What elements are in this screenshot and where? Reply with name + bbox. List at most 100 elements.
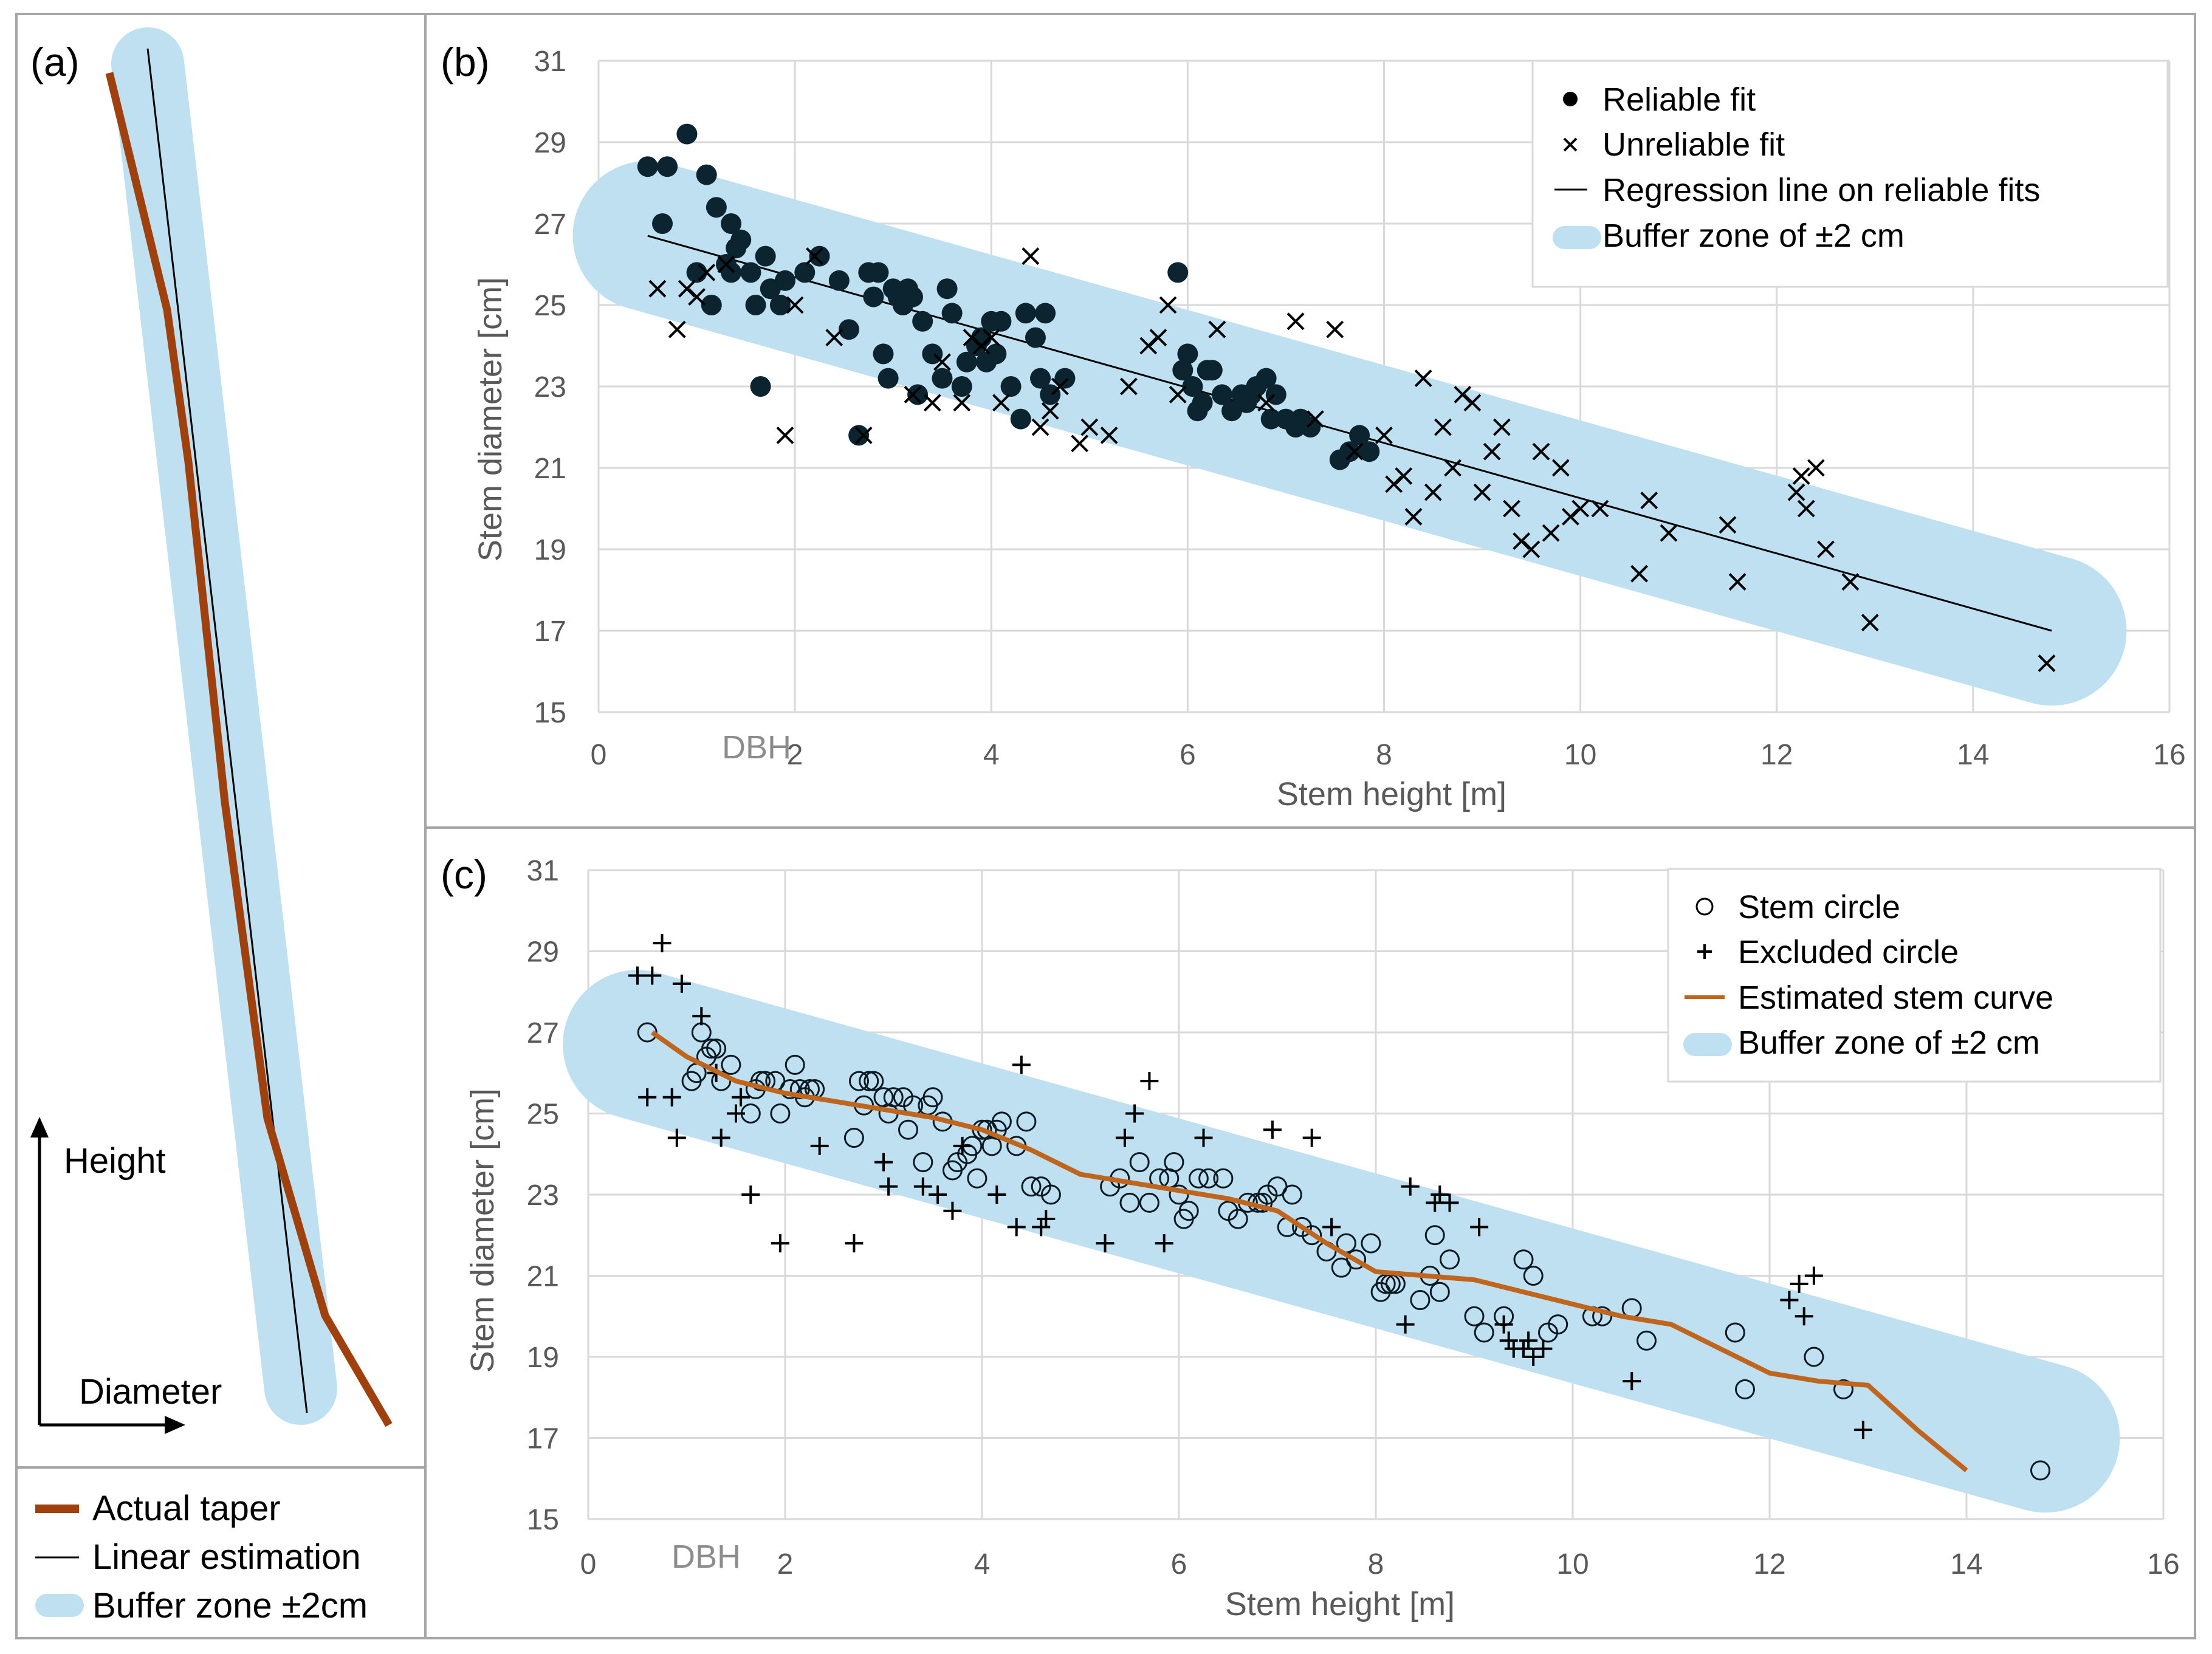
- legend-buffer-zone-label: Buffer zone ±2cm: [92, 1586, 368, 1625]
- unreliable-fit-point: [1404, 507, 1423, 526]
- excluded-circle-point: [913, 1177, 932, 1196]
- stem-circle-point: [706, 1038, 727, 1059]
- excluded-circle-point: [1440, 1193, 1459, 1212]
- reliable-fit-point: [652, 213, 673, 234]
- reliable-fit-point: [721, 213, 742, 234]
- unreliable-fit-point: [1080, 418, 1099, 436]
- legend-linear-estimation-label: Linear estimation: [92, 1537, 361, 1577]
- panel-c-legend-box: [1667, 868, 2162, 1083]
- x-tick-label: 8: [1376, 739, 1392, 771]
- unreliable-fit-point: [1571, 499, 1590, 518]
- reliable-fit-point: [956, 351, 977, 372]
- panel-b-legend: Reliable fit Unreliable fit Regression l…: [1531, 60, 2169, 288]
- unreliable-fit-point: [1483, 442, 1501, 461]
- unreliable-fit-point: [854, 426, 873, 444]
- panel-b-tick-labels: 15 17 19 21 23 25 27 29 31 0 2 4 6 8 10 12 14 16: [534, 46, 2186, 771]
- unreliable-fit-point: [786, 296, 804, 314]
- reliable-fit-point: [1201, 360, 1223, 381]
- stem-circle-point: [1119, 1192, 1140, 1213]
- stem-circle-point: [898, 1119, 918, 1140]
- y-tick-label: 31: [527, 855, 559, 887]
- unreliable-fit-point: [1444, 459, 1462, 477]
- panel-c-x-axis-label: Stem height [m]: [1225, 1586, 1455, 1622]
- stem-circle-point: [849, 1071, 869, 1091]
- stem-circle-point: [883, 1087, 904, 1108]
- reliable-fit-point: [1015, 303, 1036, 324]
- unreliable-fit-point: [776, 426, 794, 444]
- unreliable-fit-point: [1071, 434, 1089, 453]
- excluded-circle-point: [1494, 1315, 1513, 1334]
- reliable-fit-point: [991, 311, 1012, 332]
- x-tick-label: 16: [2153, 739, 2185, 771]
- legend-excluded-circle-marker: [1697, 944, 1712, 959]
- stem-circle-point: [913, 1152, 933, 1173]
- unreliable-fit-point: [1051, 377, 1069, 396]
- panel-b-legend-box: [1531, 60, 2169, 288]
- unreliable-fit-point: [1532, 442, 1550, 461]
- stem-circle-point: [785, 1054, 805, 1075]
- legend-unreliable-fit-marker: [1563, 137, 1578, 152]
- x-tick-label: 4: [983, 739, 1000, 771]
- excluded-circle-point: [732, 1088, 750, 1107]
- unreliable-fit-point: [1326, 320, 1344, 338]
- excluded-circle-point: [1302, 1128, 1321, 1147]
- unreliable-fit-point: [1434, 418, 1452, 436]
- unreliable-fit-point: [2038, 654, 2056, 673]
- legend-reliable-fit-label: Reliable fit: [1602, 81, 1756, 118]
- reliable-fit-point: [1339, 441, 1360, 462]
- panel-c-estimated-stem-curve: [650, 1030, 1968, 1472]
- excluded-circle-point: [1790, 1274, 1808, 1293]
- stem-circle-point: [1346, 1249, 1367, 1270]
- reliable-fit-point: [1167, 262, 1189, 283]
- x-tick-label: 0: [591, 739, 607, 771]
- stem-circle-point: [1228, 1209, 1248, 1229]
- reliable-fit-point: [637, 156, 658, 177]
- legend-unreliable-fit-label: Unreliable fit: [1602, 126, 1785, 163]
- reliable-fit-point: [1030, 368, 1051, 389]
- y-tick-label: 21: [534, 453, 566, 485]
- excluded-circle-point: [810, 1136, 829, 1155]
- unreliable-fit-point: [1395, 467, 1413, 485]
- y-tick-label: 15: [527, 1504, 559, 1536]
- excluded-circle-point: [771, 1234, 789, 1253]
- excluded-circle-point: [692, 1007, 711, 1026]
- unreliable-fit-point: [982, 329, 1000, 347]
- stem-circle-point: [864, 1071, 884, 1091]
- stem-circle-point: [1361, 1233, 1381, 1254]
- x-tick-label: 2: [777, 1548, 794, 1580]
- unreliable-fit-point: [1542, 524, 1560, 542]
- panel-a-label: (a): [30, 39, 80, 84]
- legend-excluded-circle-label: Excluded circle: [1738, 934, 1959, 970]
- x-tick-label: 6: [1171, 1548, 1187, 1580]
- unreliable-fit-point: [1591, 499, 1609, 518]
- excluded-circle-point: [1125, 1104, 1144, 1123]
- reliable-fit-point: [1172, 360, 1194, 381]
- excluded-circle-point: [1396, 1315, 1415, 1334]
- excluded-circle-point: [1524, 1348, 1543, 1366]
- excluded-circle-point: [943, 1201, 962, 1220]
- excluded-circle-point: [879, 1177, 898, 1196]
- stem-circle-point: [1440, 1249, 1460, 1270]
- unreliable-fit-point: [1286, 312, 1305, 331]
- reliable-fit-point: [941, 303, 963, 324]
- stem-circle-point: [859, 1071, 879, 1091]
- excluded-circle-point: [1155, 1234, 1173, 1253]
- y-tick-label: 15: [534, 697, 566, 729]
- reliable-fit-point: [1054, 368, 1076, 389]
- x-tick-label: 12: [1760, 739, 1793, 771]
- reliable-fit-point: [706, 197, 727, 218]
- stem-circle-point: [1523, 1266, 1544, 1286]
- excluded-circle-point: [1470, 1218, 1489, 1237]
- y-tick-label: 23: [534, 371, 566, 403]
- y-tick-label: 27: [527, 1017, 559, 1049]
- unreliable-fit-point: [1149, 329, 1167, 347]
- y-tick-label: 31: [534, 46, 566, 78]
- unreliable-fit-point: [1473, 483, 1491, 501]
- x-tick-label: 16: [2147, 1548, 2179, 1580]
- reliable-fit-point: [676, 123, 698, 145]
- reliable-fit-point: [701, 295, 722, 315]
- reliable-fit-point: [873, 343, 894, 365]
- unreliable-fit-point: [1492, 418, 1511, 436]
- unreliable-fit-point: [992, 394, 1010, 412]
